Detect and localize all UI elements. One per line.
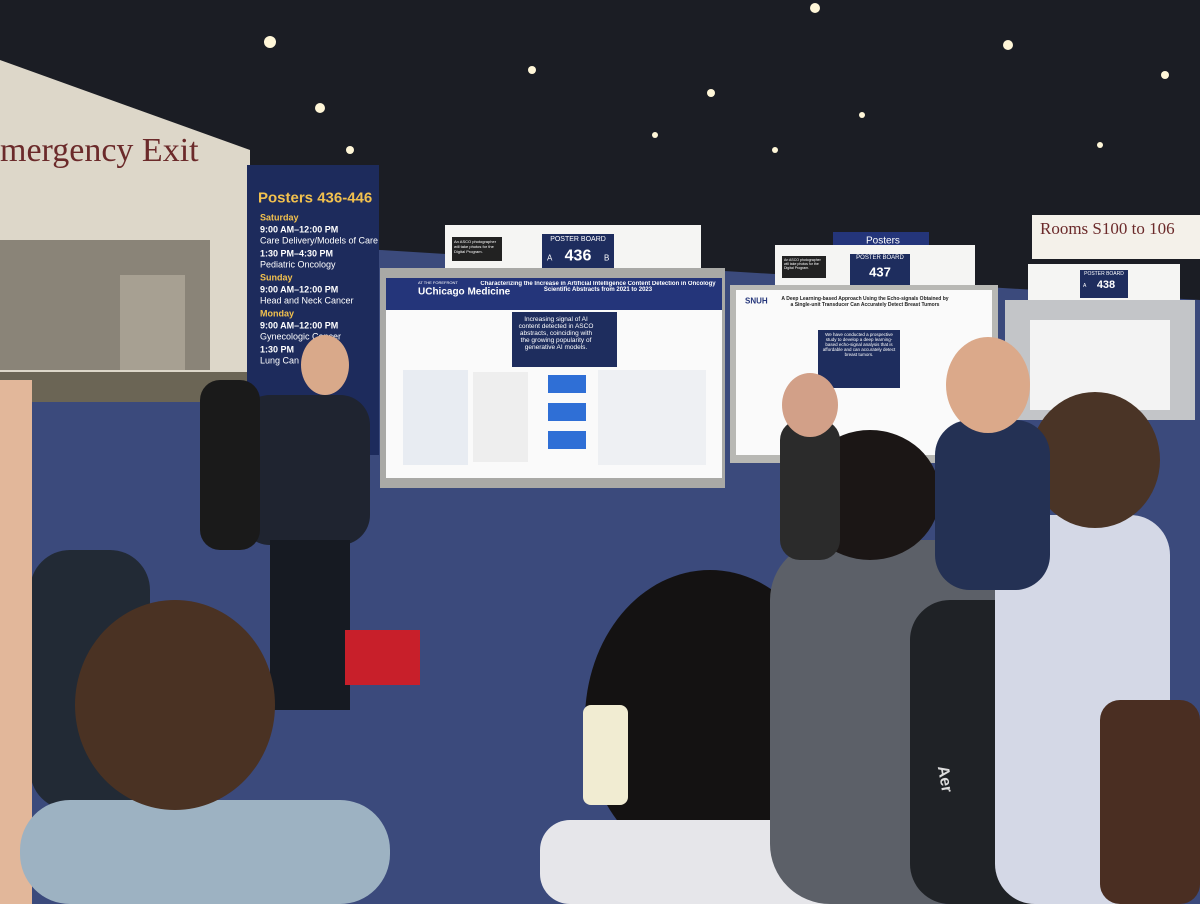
backpack-logo: Aer — [934, 765, 955, 794]
time: 9:00 AM–12:00 PM — [260, 284, 338, 294]
day: Saturday — [260, 212, 299, 222]
poster-highlight-text: Increasing signal of AI content detected… — [518, 316, 594, 351]
board-number-box — [1080, 270, 1128, 298]
board-side: B — [604, 254, 609, 263]
poster-highlight-text: We have conducted a prospective study to… — [822, 332, 896, 357]
day: Monday — [260, 308, 294, 318]
photo-note-text: An ASCO photographer will take photos fo… — [784, 258, 821, 270]
ceiling-lights — [264, 3, 1169, 154]
poster-highlight — [512, 312, 617, 367]
topic: Care Delivery/Models of Care — [260, 235, 378, 245]
poster-brand: UChicago Medicine — [418, 286, 511, 297]
topic: Pediatric Oncology — [260, 259, 336, 269]
rooms-sign — [1032, 215, 1200, 259]
poster-figures — [403, 370, 706, 465]
board-label: POSTER BOARD — [1084, 271, 1124, 277]
poster-title-text: Characterizing the Increase in Artificia… — [480, 281, 716, 293]
poster-tagline: AT THE FOREFRONT — [418, 280, 458, 285]
time: 9:00 AM–12:00 PM — [260, 320, 338, 330]
board-label: POSTER BOARD — [550, 236, 606, 243]
board-side: A — [1083, 283, 1087, 289]
poster-highlight-box: Increasing signal of AI content detected… — [518, 316, 594, 351]
topic: Head and Neck Cancer — [260, 295, 354, 305]
schedule-list: Saturday 9:00 AM–12:00 PM Care Delivery/… — [260, 212, 378, 365]
poster-highlight-box: We have conducted a prospective study to… — [822, 332, 896, 357]
photo-note-text: An ASCO photographer will take photos fo… — [454, 239, 497, 254]
photo-note: An ASCO photographer will take photos fo… — [784, 258, 821, 270]
posters-text: Posters — [866, 235, 900, 246]
poster-title-text: A Deep Learning-based Approach Using the… — [781, 296, 949, 308]
poster-title: A Deep Learning-based Approach Using the… — [781, 296, 949, 308]
topic: Lung Can — [260, 355, 299, 365]
board-label: POSTER BOARD — [856, 255, 904, 261]
time: 9:00 AM–12:00 PM — [260, 224, 338, 234]
time: 1:30 PM — [260, 344, 294, 354]
exit-sign: mergency Exit — [0, 132, 199, 169]
board-side: A — [547, 254, 553, 263]
people: Aer — [0, 335, 1200, 904]
poster-brand: SNUH — [745, 297, 768, 306]
time: 1:30 PM–4:30 PM — [260, 248, 333, 258]
photo-note: An ASCO photographer will take photos fo… — [454, 239, 497, 254]
topic: Gynecologic Cancer — [260, 331, 341, 341]
day: Sunday — [260, 272, 293, 282]
board-number: 436 — [565, 247, 592, 264]
photo-note-box — [452, 237, 502, 261]
schedule-title: Posters 436-446 — [258, 189, 372, 206]
board-number-box — [542, 234, 614, 274]
door — [120, 275, 185, 370]
poster-title: Characterizing the Increase in Artificia… — [480, 281, 716, 293]
rooms-text: Rooms S100 to 106 — [1040, 219, 1175, 238]
photo-note-box — [782, 256, 826, 278]
poster-header — [386, 278, 722, 310]
board-number-box — [850, 254, 910, 288]
poster-highlight — [818, 330, 900, 388]
board-number: 438 — [1097, 279, 1115, 291]
board-number: 437 — [869, 265, 891, 280]
